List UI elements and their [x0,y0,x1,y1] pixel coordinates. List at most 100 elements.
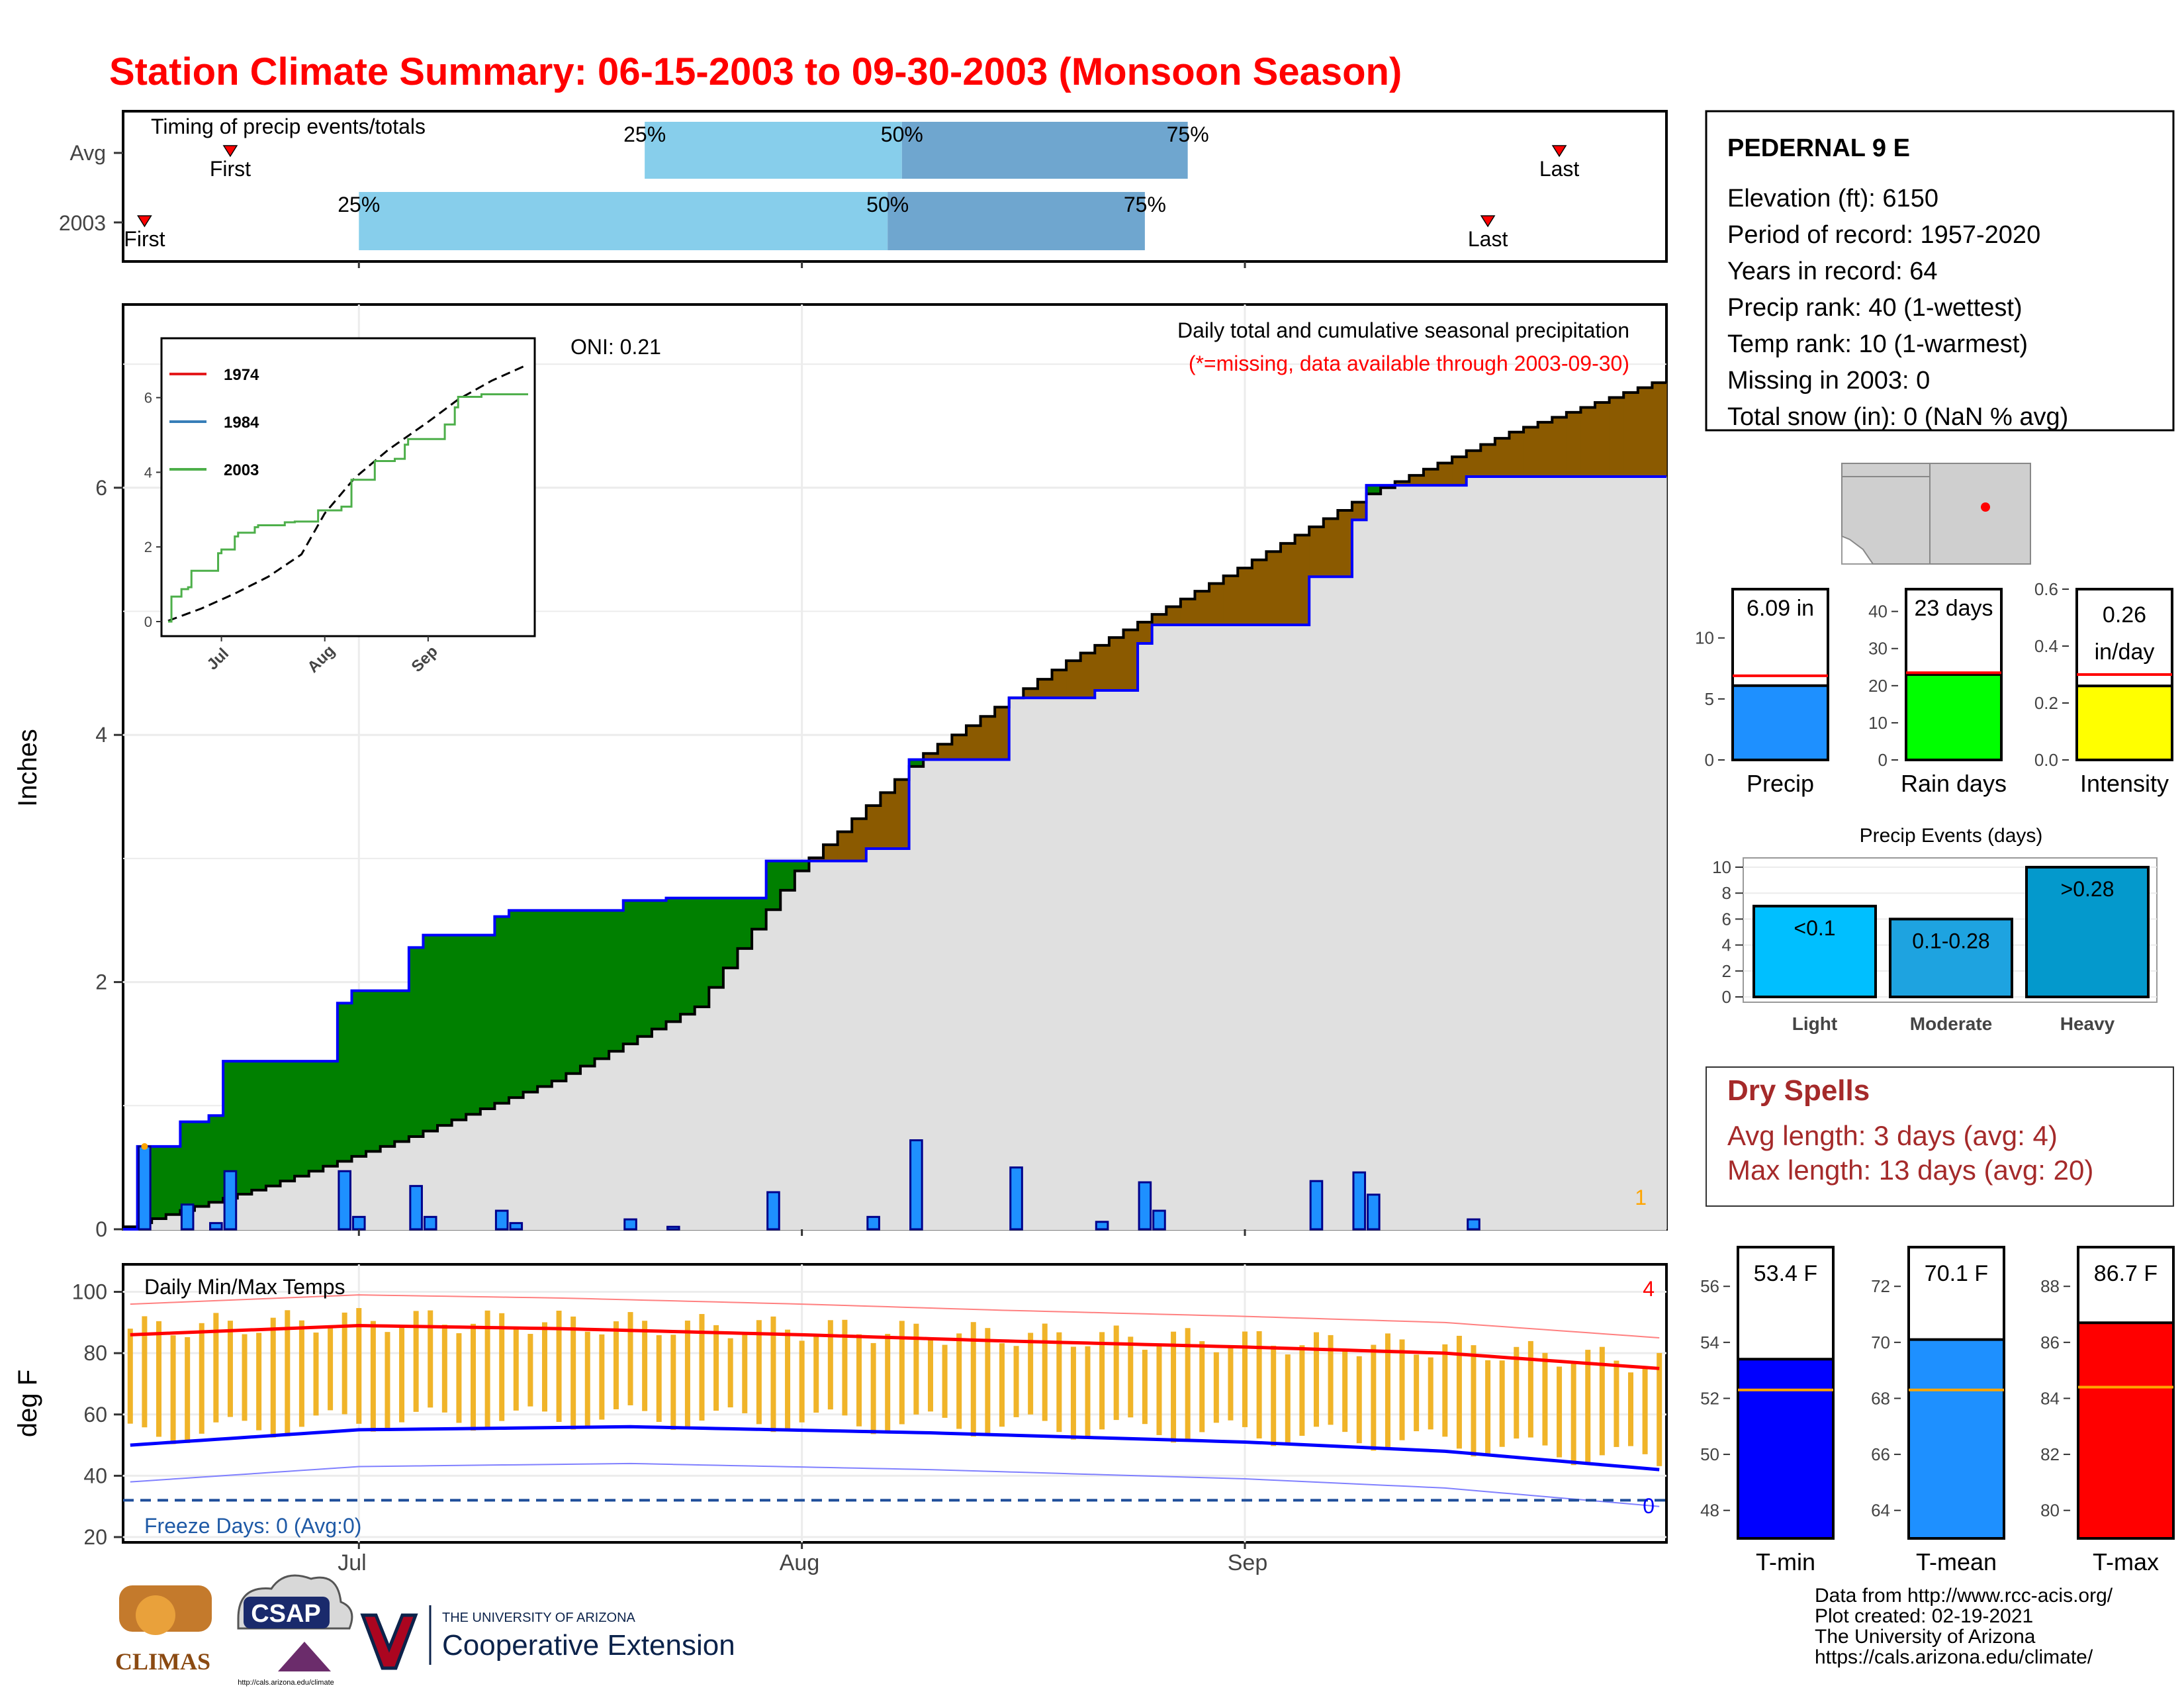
precip-events-chart: Precip Events (days) 0 2 4 6 8 10 <0.1 Light 0.1… [1712,825,2158,1034]
precip-base-area [1023,698,1038,1229]
precip-above-avg-area [752,898,767,929]
precip-base-area [880,848,895,1229]
daily-temp-range-bar [1456,1335,1462,1449]
daily-temp-range-bar [942,1344,948,1418]
daily-temp-range-bar [213,1313,219,1423]
daily-precip-bar [1095,1221,1109,1231]
daily-temp-range-bar [285,1310,291,1436]
new-mexico-shape [1929,463,2031,565]
month-label-jul: Jul [338,1550,366,1575]
precip-ytick-label-2: 2 [95,970,107,994]
precip-base-area [265,1186,281,1229]
precip-below-avg-area [937,744,952,760]
daily-temp-range-bar [899,1321,905,1425]
summary-ytick-label-1-2: 20 [1868,676,1888,696]
temp-summary-ytick-label-0-4: 56 [1700,1276,1719,1296]
precip-below-avg-area [1394,481,1410,486]
daily-temp-range-bar [1614,1360,1619,1447]
precip-above-avg-area [451,935,467,1120]
daily-temp-range-bar [1242,1331,1248,1427]
daily-temp-range-bar [1399,1339,1405,1440]
summary-label-2: Intensity [2080,770,2169,797]
daily-temp-range-bar [770,1316,776,1432]
timing-p25-label-2003: 25% [338,193,380,216]
station-elevation: Elevation (ft): 6150 [1727,185,1938,212]
precip-above-avg-area [152,1146,167,1219]
temp-summary-ytick-label-2-4: 88 [2040,1276,2060,1296]
daily-temp-range-bar [1171,1331,1177,1443]
daily-temp-range-bar [1042,1323,1048,1421]
daily-temp-range-bar [556,1311,562,1423]
precip-base-area [923,759,938,1229]
precip-base-area [1138,643,1153,1229]
daily-temp-range-bar [456,1333,462,1423]
summary-ytick-label-1-0: 0 [1878,750,1888,770]
daily-temp-range-bar [827,1320,833,1410]
precip-below-avg-area [1109,637,1124,690]
daily-temp-range-bar [341,1312,347,1415]
credit-line-date: Plot created: 02-19-2021 [1815,1605,2033,1627]
precip-base-area [1080,698,1095,1229]
dry-spells-max: Max length: 13 days (avg: 20) [1727,1154,2093,1186]
chart-title: Station Climate Summary: 06-15-2003 to 0… [109,50,1402,93]
precip-above-avg-area [165,1146,181,1215]
daily-temp-range-bar [1285,1354,1291,1445]
precip-base-area [866,848,882,1229]
precip-base-area [1552,476,1567,1229]
oni-label: ONI: 0.21 [570,335,661,359]
summary-label-1: Rain days [1901,770,2007,797]
precip-base-area [295,1176,310,1229]
precip-base-area [1580,476,1596,1229]
csap-url: http://cals.arizona.edu/climate [238,1679,334,1687]
daily-precip-bar [423,1215,437,1231]
temp-ytick-label-60: 60 [83,1403,107,1427]
daily-temp-range-bar [870,1342,876,1434]
daily-temp-range-bar [1313,1332,1319,1427]
precip-above-avg-area [180,1121,195,1211]
daily-temp-range-bar [1013,1346,1019,1417]
daily-temp-range-bar [599,1334,605,1420]
csap-logo: CSAP http://cals.arizona.edu/climate [237,1574,353,1687]
precip-base-area [1494,476,1510,1229]
precip-base-area [694,1006,709,1229]
timing-first-label-avg: First [210,157,251,181]
daily-temp-range-bar [484,1310,490,1430]
precip-base-area [1251,625,1267,1229]
precip-above-avg-area [223,1061,238,1199]
daily-temp-range-bar [1213,1352,1219,1423]
precip-below-avg-area [995,707,1010,760]
precip-below-avg-area [1494,438,1510,477]
daily-temp-range-bar [1156,1346,1162,1435]
precip-below-avg-area [1023,688,1038,698]
daily-temp-range-bar [1328,1335,1334,1425]
precip-below-avg-area [1037,679,1053,698]
precip-below-avg-area [1524,427,1539,477]
daily-temp-range-bar [1228,1345,1234,1421]
timing-marks: 25% 50% 75% First Last 25% 50% 75% First Last [114,122,1579,268]
precip-above-avg-area [194,1121,210,1207]
precip-base-area [566,1073,581,1229]
daily-precip-bar [1138,1181,1152,1231]
timing-last-label-avg: Last [1539,157,1580,181]
temp-panel-frame [122,1263,1668,1544]
daily-temp-range-bar [270,1317,276,1438]
temp-summary-ytick-label-2-1: 82 [2040,1444,2060,1464]
ua-logo: THE UNIVERSITY OF ARIZONA Cooperative Ex… [360,1605,735,1670]
temp-summary-ytick-label-1-3: 70 [1871,1333,1890,1352]
precip-base-area [780,890,796,1229]
month-label-aug: Aug [780,1550,820,1575]
events-category-1: Moderate [1910,1013,1992,1034]
precip-base-area [351,1156,367,1229]
precip-below-avg-area [1166,606,1181,626]
precip-above-avg-area [509,910,524,1098]
daily-temp-range-bar [142,1316,148,1428]
missing-count: 1 [1635,1186,1647,1209]
precip-above-avg-area [666,898,681,1022]
daily-temp-range-bar [927,1338,933,1412]
month-axis: Jul Aug Sep [338,1550,1267,1575]
precip-base-area [1566,476,1582,1229]
summary-value-0: 6.09 in [1747,596,1814,621]
precip-base-area [1524,476,1539,1229]
events-bar-light [1752,904,1877,999]
summary-value2-2: in/day [2095,639,2155,665]
